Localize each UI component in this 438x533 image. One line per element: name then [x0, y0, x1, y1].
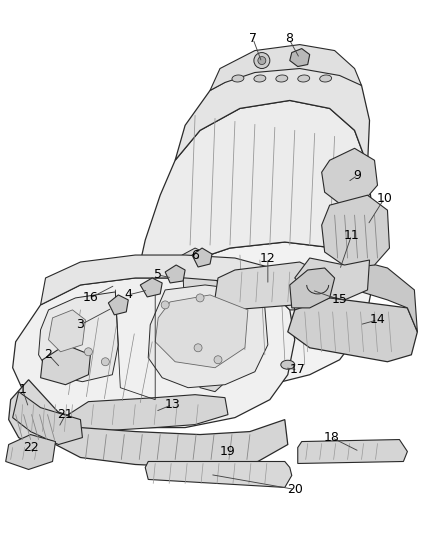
Circle shape [194, 344, 202, 352]
Ellipse shape [254, 75, 266, 82]
Ellipse shape [320, 75, 332, 82]
Polygon shape [215, 262, 320, 310]
Text: 5: 5 [154, 269, 162, 281]
Polygon shape [295, 258, 370, 300]
Polygon shape [175, 59, 370, 165]
Polygon shape [321, 195, 389, 268]
Polygon shape [352, 262, 417, 332]
Polygon shape [41, 345, 90, 385]
Polygon shape [290, 49, 310, 67]
Polygon shape [56, 419, 288, 467]
Polygon shape [49, 310, 85, 352]
Text: 13: 13 [164, 398, 180, 411]
Text: 19: 19 [220, 445, 236, 458]
Text: 10: 10 [377, 192, 392, 205]
Polygon shape [192, 248, 212, 267]
Polygon shape [39, 292, 118, 382]
Circle shape [101, 358, 110, 366]
Text: 3: 3 [77, 318, 85, 332]
Text: 18: 18 [324, 431, 339, 444]
Polygon shape [290, 268, 335, 308]
Text: 21: 21 [58, 408, 73, 421]
Text: 11: 11 [344, 229, 360, 241]
Polygon shape [59, 394, 228, 438]
Polygon shape [13, 392, 82, 445]
Polygon shape [298, 440, 407, 464]
Polygon shape [148, 285, 268, 387]
Text: 6: 6 [191, 248, 199, 262]
Text: 20: 20 [287, 483, 303, 496]
Circle shape [161, 301, 169, 309]
Polygon shape [28, 242, 374, 415]
Polygon shape [145, 462, 292, 487]
Text: 1: 1 [19, 383, 27, 396]
Circle shape [254, 53, 270, 69]
Polygon shape [108, 295, 128, 315]
Polygon shape [182, 248, 228, 392]
Polygon shape [41, 255, 295, 310]
Ellipse shape [298, 75, 310, 82]
Polygon shape [155, 295, 248, 368]
Polygon shape [6, 434, 56, 470]
Circle shape [196, 294, 204, 302]
Text: 4: 4 [124, 288, 132, 302]
Text: 16: 16 [82, 292, 98, 304]
Circle shape [214, 356, 222, 364]
Text: 22: 22 [23, 441, 39, 454]
Polygon shape [288, 298, 417, 362]
Polygon shape [13, 278, 295, 427]
Text: 17: 17 [290, 363, 306, 376]
Text: 7: 7 [249, 32, 257, 45]
Text: 8: 8 [285, 32, 293, 45]
Text: 9: 9 [353, 169, 361, 182]
Polygon shape [140, 278, 162, 297]
Polygon shape [9, 379, 60, 449]
Circle shape [258, 56, 266, 64]
Ellipse shape [232, 75, 244, 82]
Text: 15: 15 [332, 293, 348, 306]
Ellipse shape [281, 360, 295, 369]
Polygon shape [165, 265, 185, 283]
Circle shape [85, 348, 92, 356]
Ellipse shape [276, 75, 288, 82]
Polygon shape [321, 148, 378, 205]
Polygon shape [210, 45, 361, 91]
Text: 12: 12 [260, 252, 276, 264]
Polygon shape [135, 100, 371, 285]
Text: 2: 2 [45, 348, 53, 361]
Text: 14: 14 [370, 313, 385, 326]
